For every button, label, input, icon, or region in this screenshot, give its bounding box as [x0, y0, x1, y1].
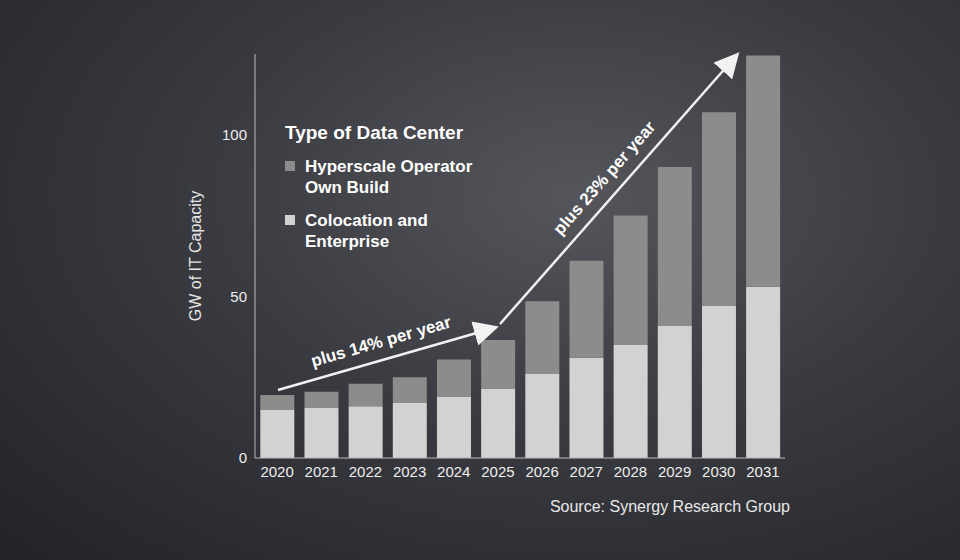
svg-text:2026: 2026 [525, 463, 558, 480]
svg-text:GW of IT Capacity: GW of IT Capacity [187, 191, 204, 321]
html-text:Colocation and Enterprise: Colocation and Enterprise [305, 211, 428, 251]
html-text:Type of Data Center: Type of Data Center [285, 122, 464, 143]
svg-text:2023: 2023 [393, 463, 426, 480]
html-text:Source: Synergy Research Group: Source: Synergy Research Group [549, 498, 790, 515]
svg-text:2027: 2027 [570, 463, 603, 480]
svg-text:2025: 2025 [481, 463, 514, 480]
svg-text:2022: 2022 [349, 463, 382, 480]
svg-text:2030: 2030 [702, 463, 735, 480]
svg-text:plus 23% per year: plus 23% per year [550, 117, 660, 238]
svg-text:2031: 2031 [746, 463, 779, 480]
svg-text:2029: 2029 [658, 463, 691, 480]
svg-text:2021: 2021 [305, 463, 338, 480]
svg-text:2028: 2028 [614, 463, 647, 480]
svg-text:100: 100 [222, 126, 247, 143]
svg-text:plus 14% per year: plus 14% per year [309, 313, 454, 371]
svg-text:2020: 2020 [260, 463, 293, 480]
svg-text:0: 0 [239, 449, 247, 466]
svg-text:50: 50 [230, 288, 247, 305]
svg-text:2024: 2024 [437, 463, 470, 480]
html-text:Hyperscale Operator Own Build: Hyperscale Operator Own Build [305, 157, 473, 197]
